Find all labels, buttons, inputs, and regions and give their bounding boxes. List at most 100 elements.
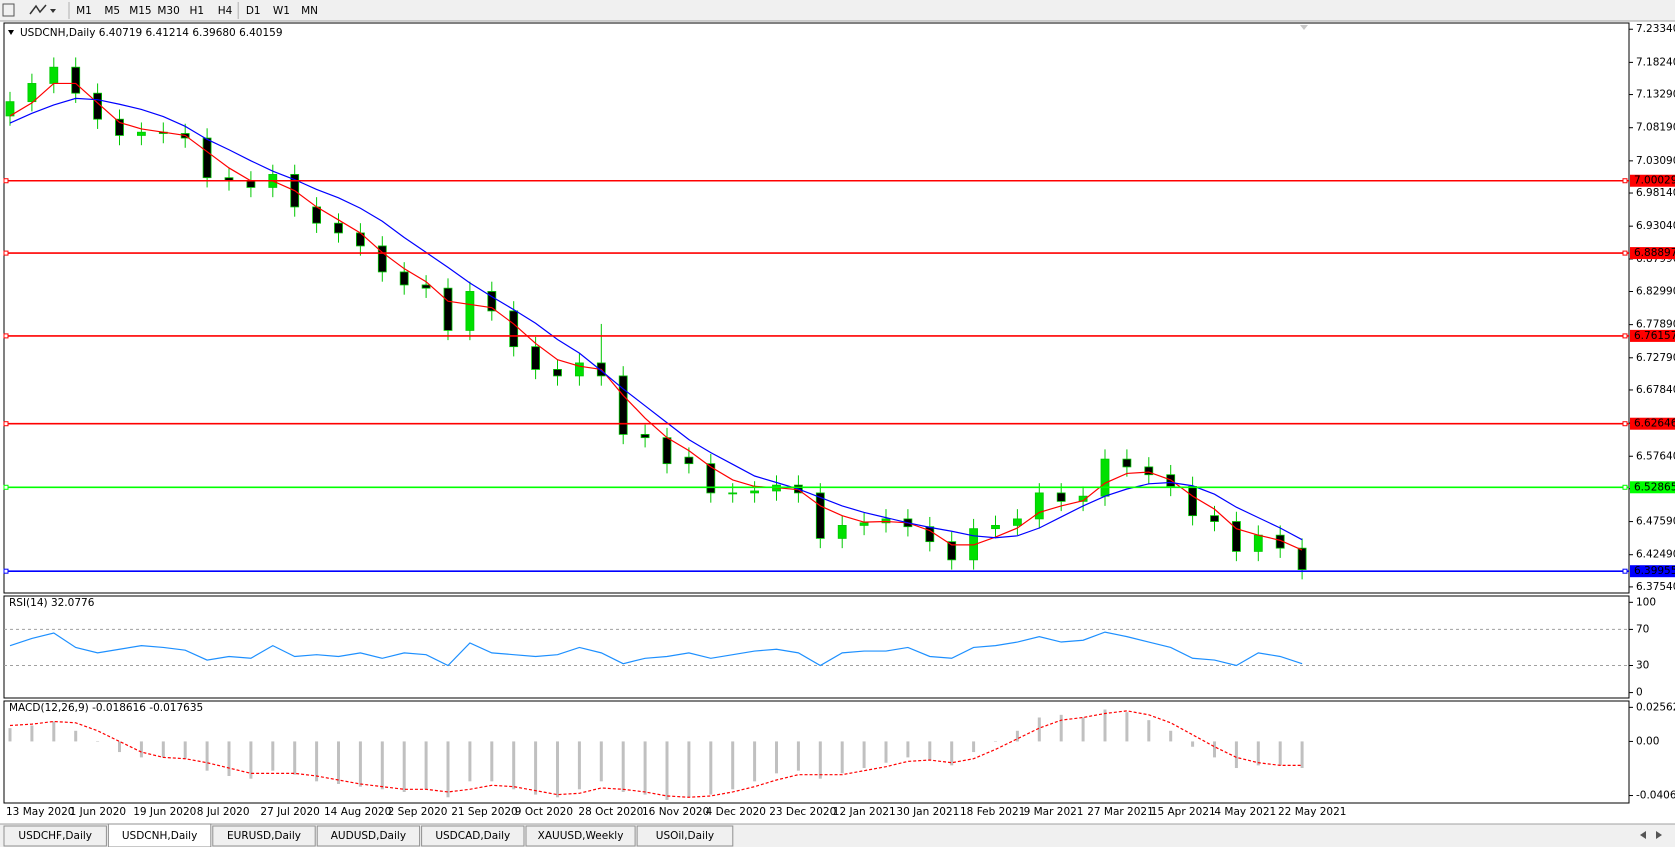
tab-label[interactable]: EURUSD,Daily — [227, 830, 301, 842]
toolbar-icon[interactable] — [2, 3, 15, 17]
x-tick-label: 9 Oct 2020 — [515, 806, 573, 818]
candle-body — [487, 291, 497, 312]
period-button[interactable]: H1 — [190, 5, 205, 17]
x-tick-label: 14 Aug 2020 — [324, 806, 391, 818]
candle-body — [334, 222, 343, 234]
tab[interactable] — [525, 825, 636, 847]
toolbar-dropdown[interactable] — [50, 9, 56, 13]
tab-label[interactable]: USDCAD,Daily — [435, 830, 510, 842]
level-handle — [3, 333, 9, 339]
level-tag-label: 6.76157 — [1634, 330, 1675, 342]
macd-bar — [183, 741, 187, 759]
x-tick-label: 4 Dec 2020 — [706, 806, 766, 818]
x-tick-label: 1 Jun 2020 — [70, 806, 126, 818]
x-tick-label: 16 Nov 2020 — [642, 806, 709, 818]
level-handle — [3, 250, 9, 256]
candle-body — [531, 346, 540, 370]
tab[interactable] — [316, 825, 421, 847]
quote-low: 6.39680 — [192, 27, 235, 39]
candle-body — [443, 287, 453, 331]
y-tick-label: 6.57640 — [1636, 450, 1675, 462]
x-tick-label: 22 May 2021 — [1278, 806, 1346, 818]
level-handle — [1622, 421, 1628, 427]
candle-body — [1297, 547, 1307, 571]
macd-bar — [665, 741, 669, 800]
tab[interactable] — [107, 823, 212, 847]
level-tag — [1630, 565, 1675, 578]
tab-label[interactable]: USDCHF,Daily — [18, 830, 92, 842]
period-button[interactable]: MN — [301, 5, 318, 17]
x-tick-label: 27 Jul 2020 — [260, 806, 319, 818]
period-button[interactable]: W1 — [273, 5, 290, 17]
macd-bar — [950, 741, 954, 766]
candle-body — [706, 463, 716, 494]
candle-body — [421, 284, 431, 289]
tab[interactable] — [421, 825, 525, 847]
y-tick-label: 6.98140 — [1636, 187, 1675, 199]
candle-body — [399, 271, 409, 286]
macd-bar — [709, 741, 713, 795]
period-button[interactable]: M30 — [157, 5, 179, 17]
candle-body — [27, 83, 37, 103]
macd-bar — [599, 741, 603, 782]
x-tick-label: 28 Oct 2020 — [578, 806, 643, 818]
macd-bar — [796, 741, 800, 771]
scroll-right[interactable] — [1656, 831, 1662, 839]
x-tick-label: 23 Dec 2020 — [769, 806, 836, 818]
moving-average — [9, 82, 1303, 551]
candle-body — [1013, 518, 1022, 526]
candle-body — [1034, 492, 1044, 520]
period-button[interactable]: M5 — [104, 5, 120, 17]
period-button[interactable]: M15 — [129, 5, 151, 17]
macd-bar — [556, 741, 559, 798]
macd-bar — [1015, 730, 1019, 742]
macd-bar — [8, 728, 12, 742]
level-tag — [1630, 174, 1675, 187]
y-tick-label: 7.13290 — [1636, 89, 1675, 101]
toolbar-icon[interactable] — [29, 4, 47, 15]
tab[interactable] — [636, 825, 734, 847]
y-tick-label: 6.47590 — [1636, 516, 1675, 528]
period-button[interactable]: H4 — [218, 5, 233, 17]
level-tag-label: 7.00029 — [1634, 175, 1675, 187]
candle-body — [49, 66, 59, 84]
candle-body — [815, 492, 825, 539]
macd-bar — [818, 741, 822, 779]
macd-panel — [3, 700, 1630, 804]
macd-bar — [249, 741, 253, 779]
candle-body — [991, 525, 1000, 530]
tab-label[interactable]: XAUUSD,Weekly — [538, 830, 624, 842]
candle-body — [509, 310, 519, 348]
period-button[interactable]: D1 — [246, 5, 261, 17]
macd-title: MACD(12,26,9) -0.018616 -0.017635 — [9, 702, 203, 714]
tab-label[interactable]: USOil,Daily — [656, 830, 714, 842]
macd-bar — [293, 741, 297, 775]
y-tick-label: 7.03090 — [1636, 155, 1675, 167]
shift-marker — [1300, 25, 1308, 30]
candle-body — [1232, 521, 1241, 552]
scroll-left[interactable] — [1640, 831, 1646, 839]
level-handle — [3, 484, 9, 490]
candle-body — [246, 180, 256, 188]
macd-bar — [1256, 741, 1260, 766]
tab-label[interactable]: AUDUSD,Daily — [331, 830, 406, 842]
candle-body — [1100, 458, 1110, 497]
candle-body — [750, 490, 759, 494]
candle-body — [728, 492, 738, 495]
x-tick-label: 15 Apr 2021 — [1151, 806, 1216, 818]
candle-body — [969, 528, 978, 561]
tab-label[interactable]: USDCNH,Daily — [122, 830, 197, 842]
level-handle — [1622, 484, 1628, 490]
macd-bar — [490, 741, 494, 782]
y-tick-label: 0 — [1636, 687, 1643, 699]
candle-body — [925, 526, 935, 543]
toolbar — [0, 0, 1675, 21]
x-tick-label: 2 Sep 2020 — [388, 806, 448, 818]
period-button[interactable]: M1 — [76, 5, 92, 17]
x-tick-label: 8 Jul 2020 — [197, 806, 250, 818]
tab[interactable] — [3, 825, 107, 847]
macd-bar — [30, 725, 34, 742]
level-tag — [1630, 329, 1675, 342]
macd-bar — [577, 741, 581, 790]
tab[interactable] — [212, 825, 316, 847]
